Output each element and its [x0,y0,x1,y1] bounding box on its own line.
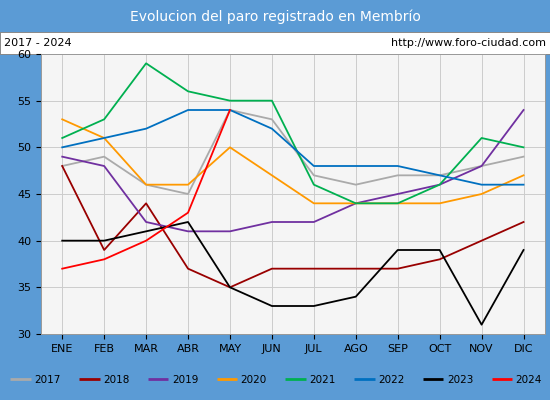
Text: 2018: 2018 [103,375,129,385]
Text: 2017: 2017 [34,375,60,385]
Text: 2019: 2019 [172,375,198,385]
Text: 2021: 2021 [309,375,336,385]
Text: Evolucion del paro registrado en Membrío: Evolucion del paro registrado en Membrío [130,10,420,24]
Text: 2022: 2022 [378,375,404,385]
Text: 2017 - 2024: 2017 - 2024 [4,38,72,48]
Text: http://www.foro-ciudad.com: http://www.foro-ciudad.com [390,38,546,48]
Text: 2024: 2024 [516,375,542,385]
Text: 2023: 2023 [447,375,473,385]
Text: 2020: 2020 [241,375,267,385]
